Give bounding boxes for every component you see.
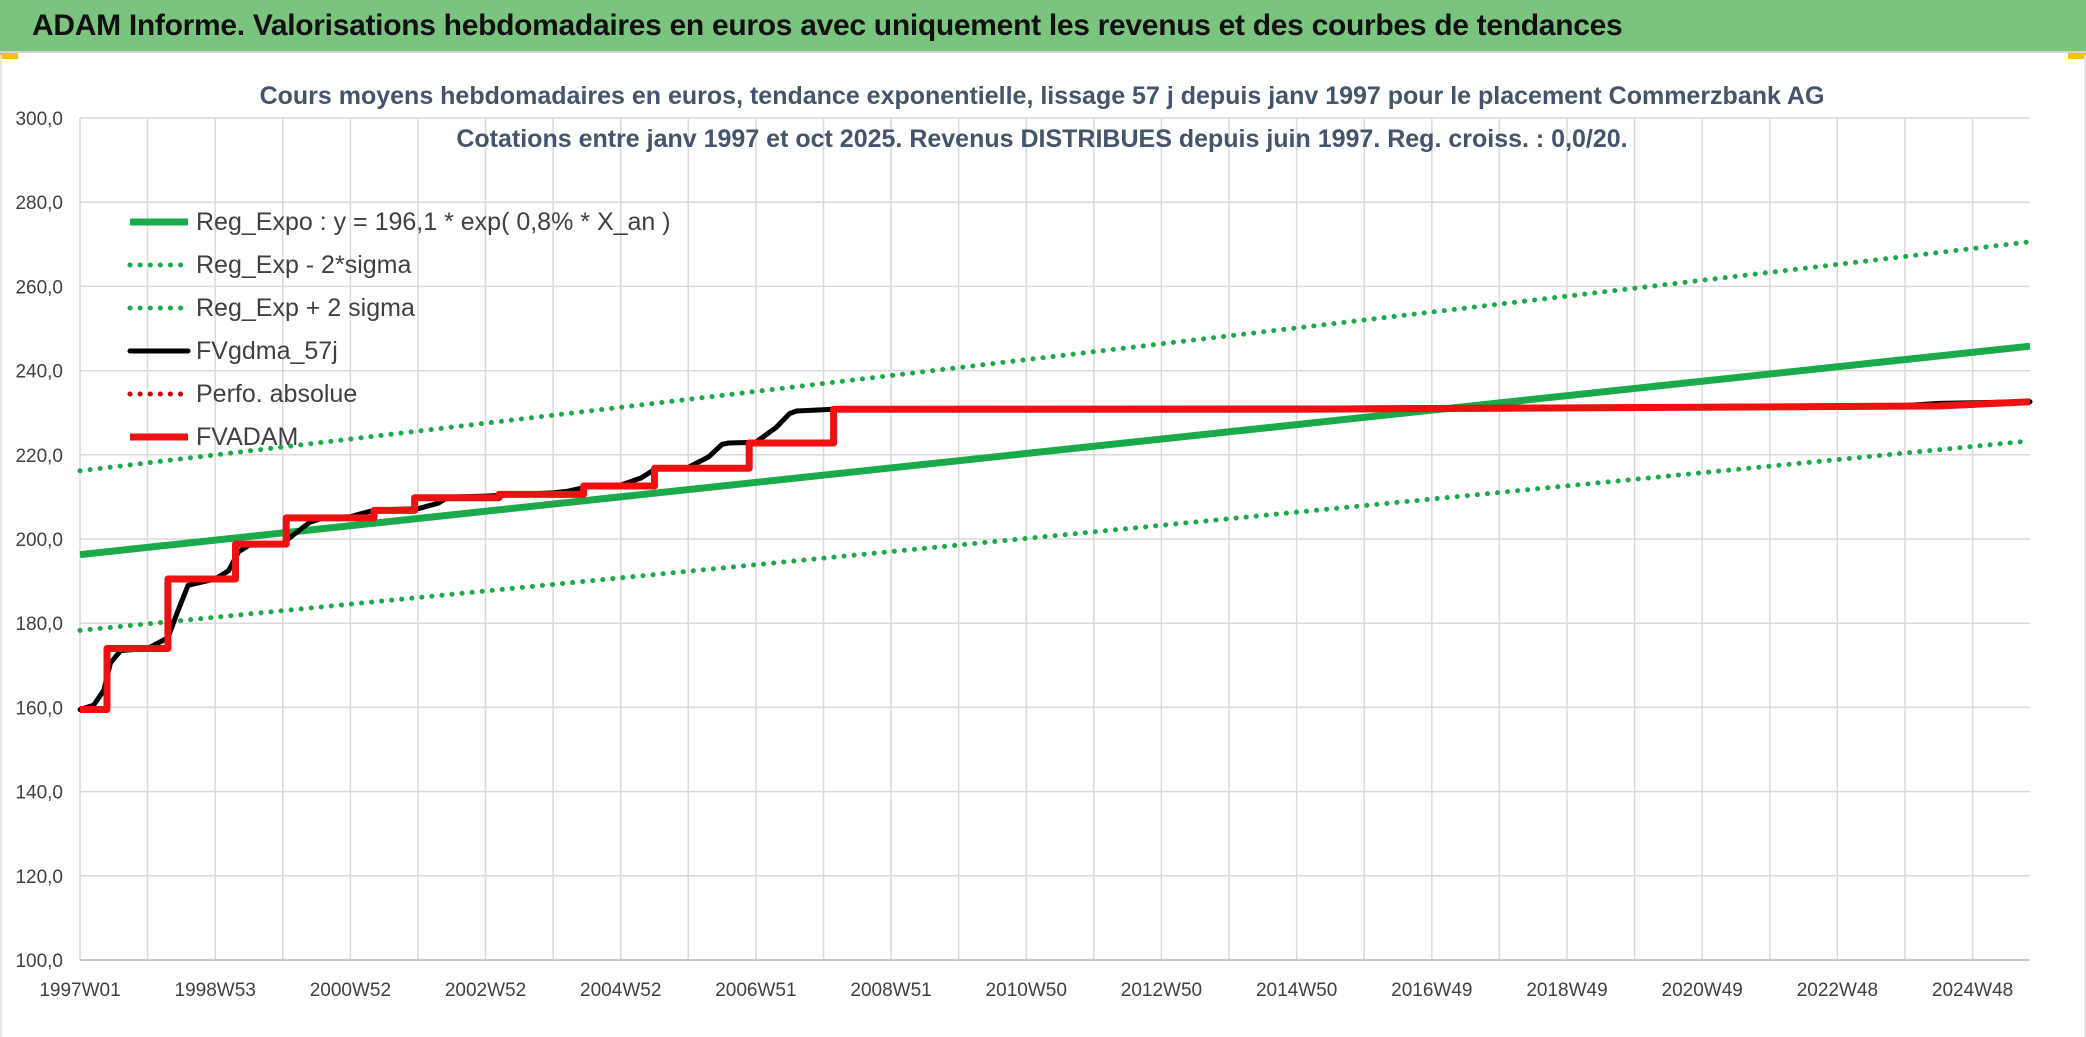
chart-title: Cours moyens hebdomadaires en euros, ten… bbox=[260, 82, 1825, 110]
y-tick-label: 280,0 bbox=[15, 193, 63, 214]
y-tick-label: 120,0 bbox=[15, 867, 63, 888]
legend-label: Reg_Exp - 2*sigma bbox=[196, 251, 411, 279]
series-line-2 bbox=[77, 239, 2033, 474]
corner-marker bbox=[0, 53, 18, 59]
y-tick-label: 300,0 bbox=[15, 109, 63, 130]
x-tick-label: 2020W49 bbox=[1662, 980, 1743, 1001]
y-tick-label: 260,0 bbox=[15, 277, 63, 298]
x-tick-label: 2006W51 bbox=[715, 980, 796, 1001]
legend-label: Reg_Expo : y = 196,1 * exp( 0,8% * X_an … bbox=[196, 208, 671, 236]
report-title: ADAM Informe. Valorisations hebdomadaire… bbox=[32, 9, 1623, 42]
y-tick-label: 220,0 bbox=[15, 446, 63, 467]
y-tick-label: 200,0 bbox=[15, 530, 63, 551]
legend-label: FVgdma_57j bbox=[196, 337, 338, 365]
x-tick-label: 2008W51 bbox=[850, 980, 931, 1001]
x-tick-label: 2018W49 bbox=[1526, 980, 1607, 1001]
series-line-1 bbox=[77, 438, 2033, 633]
legend: Reg_Expo : y = 196,1 * exp( 0,8% * X_an … bbox=[127, 208, 671, 451]
line-chart: 100,0 120,0 140,0 160,0 180,0 200,0 220,0 240,0… bbox=[15, 82, 2033, 1001]
x-tick-label: 2022W48 bbox=[1797, 980, 1878, 1001]
report-banner: ADAM Informe. Valorisations hebdomadaire… bbox=[0, 0, 2086, 53]
x-tick-label: 2024W48 bbox=[1932, 980, 2013, 1001]
corner-marker bbox=[2068, 53, 2086, 59]
series-line-0 bbox=[79, 342, 2031, 559]
x-tick-label: 2016W49 bbox=[1391, 980, 1472, 1001]
grid bbox=[79, 117, 2030, 961]
x-tick-label: 1998W53 bbox=[175, 980, 256, 1001]
y-tick-label: 240,0 bbox=[15, 362, 63, 383]
y-tick-label: 140,0 bbox=[15, 783, 63, 804]
legend-label: Reg_Exp + 2 sigma bbox=[196, 294, 415, 322]
y-tick-label: 100,0 bbox=[15, 951, 63, 972]
chart-subtitle: Cotations entre janv 1997 et oct 2025. R… bbox=[456, 125, 1627, 153]
y-tick-label: 160,0 bbox=[15, 698, 63, 719]
chart-area: 100,0 120,0 140,0 160,0 180,0 200,0 220,0 240,0… bbox=[0, 55, 2086, 1037]
x-tick-label: 2000W52 bbox=[310, 980, 391, 1001]
legend-label: Perfo. absolue bbox=[196, 380, 357, 408]
x-tick-label: 2010W50 bbox=[986, 980, 1067, 1001]
x-tick-label: 2014W50 bbox=[1256, 980, 1337, 1001]
x-tick-label: 2012W50 bbox=[1121, 980, 1202, 1001]
y-tick-label: 180,0 bbox=[15, 614, 63, 635]
x-tick-label: 1997W01 bbox=[39, 980, 120, 1001]
x-tick-label: 2002W52 bbox=[445, 980, 526, 1001]
axis-ticks: 100,0 120,0 140,0 160,0 180,0 200,0 220,0 240,0… bbox=[15, 109, 2013, 1001]
legend-label: FVADAM bbox=[196, 423, 298, 451]
series-lines bbox=[77, 239, 2033, 713]
series-line-5 bbox=[80, 398, 2031, 713]
x-tick-label: 2004W52 bbox=[580, 980, 661, 1001]
